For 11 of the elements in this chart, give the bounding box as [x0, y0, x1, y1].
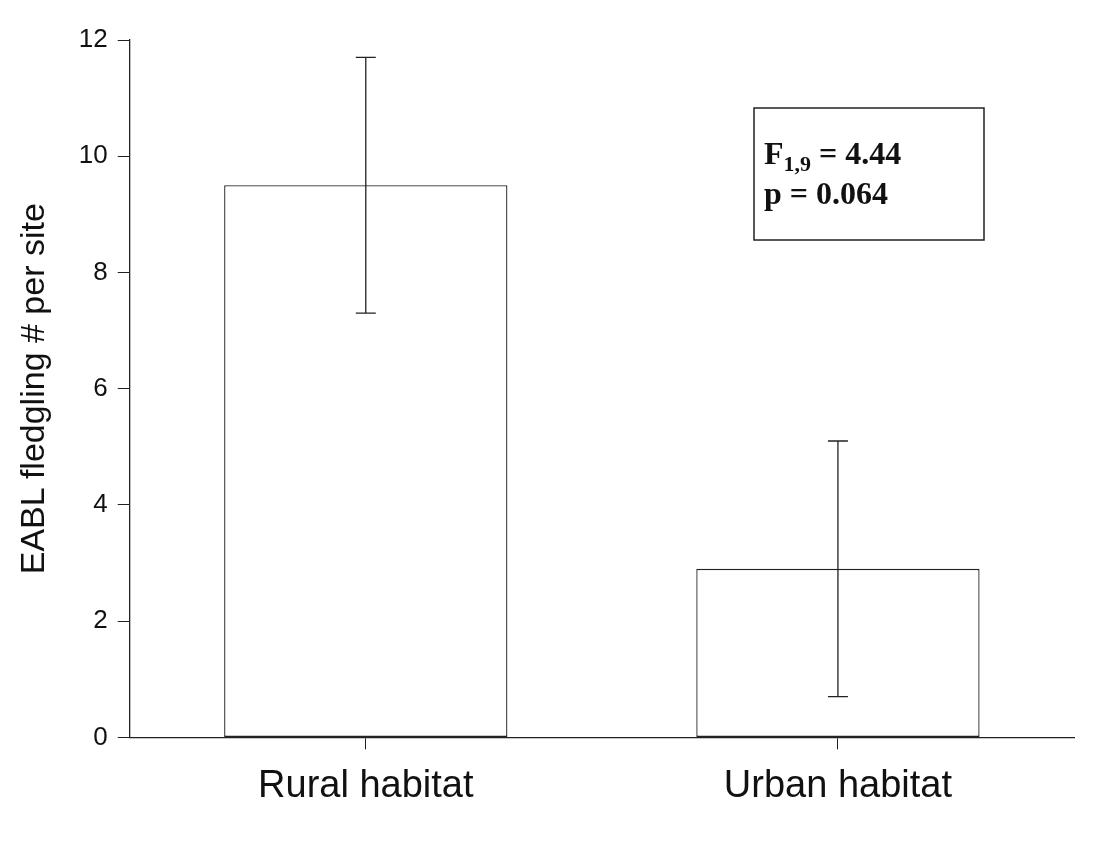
- y-tick-label: 6: [93, 371, 108, 402]
- y-tick-label: 4: [93, 488, 108, 519]
- y-tick-label: 10: [78, 139, 108, 170]
- x-tick-label: Urban habitat: [723, 762, 953, 805]
- y-tick-label: 0: [93, 720, 108, 751]
- y-tick-label: 2: [93, 604, 108, 635]
- x-tick-label: Rural habitat: [258, 762, 474, 805]
- y-tick-label: 12: [78, 23, 108, 54]
- annotation: p = 0.064: [764, 175, 889, 211]
- y-axis-title: EABL fledgling # per site: [12, 203, 51, 575]
- y-tick-label: 8: [93, 255, 108, 286]
